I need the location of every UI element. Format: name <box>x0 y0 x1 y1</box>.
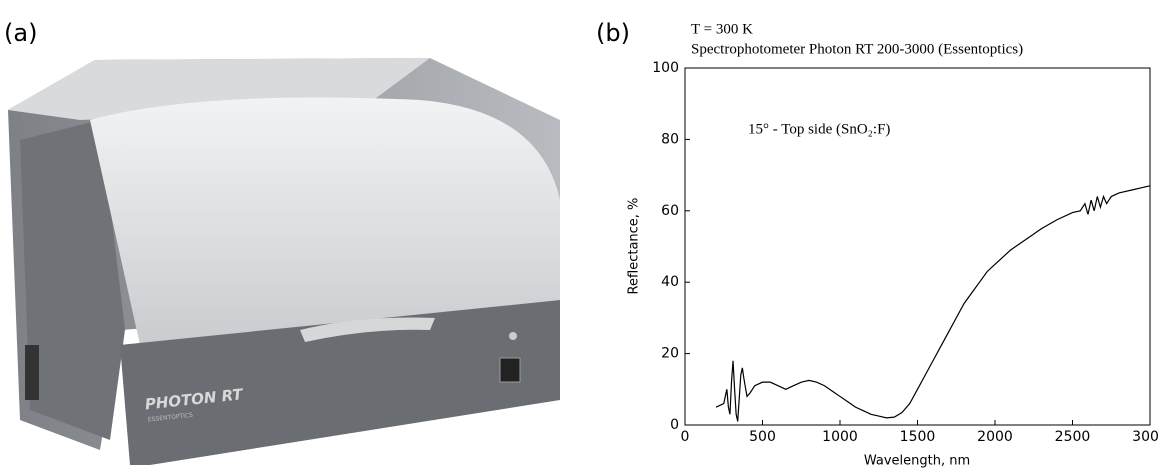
x-axis-label: Wavelength, nm <box>864 454 970 468</box>
panel-label: (b) <box>596 19 630 47</box>
y-tick-label: 40 <box>661 274 679 290</box>
panel-label: (a) <box>4 19 37 47</box>
x-tick-label: 3000 <box>1132 429 1159 445</box>
x-tick-label: 2000 <box>977 429 1013 445</box>
y-axis-label: Reflectance, % <box>627 198 642 295</box>
maker-label: ESSENTOPTICS <box>148 412 194 424</box>
instrument-photo: PHOTON RT ESSENTOPTICS <box>8 58 560 465</box>
y-tick-label: 60 <box>661 203 679 219</box>
y-tick-label: 100 <box>652 60 679 76</box>
y-tick-label: 80 <box>661 131 679 147</box>
x-tick-label: 2500 <box>1055 429 1091 445</box>
data-line <box>715 185 1151 422</box>
chart-title: T = 300 K <box>691 21 753 37</box>
chart-subtitle: Spectrophotometer Photon RT 200-3000 (Es… <box>691 41 1023 57</box>
x-tick-label: 1500 <box>900 429 936 445</box>
x-tick-label: 0 <box>681 429 690 445</box>
y-tick-label: 20 <box>661 346 679 362</box>
x-tick-label: 1000 <box>822 429 858 445</box>
y-tick-label: 0 <box>670 417 679 433</box>
annotation: 15° - Top side (SnO₂:F) <box>748 121 890 137</box>
x-tick-label: 500 <box>749 429 776 445</box>
